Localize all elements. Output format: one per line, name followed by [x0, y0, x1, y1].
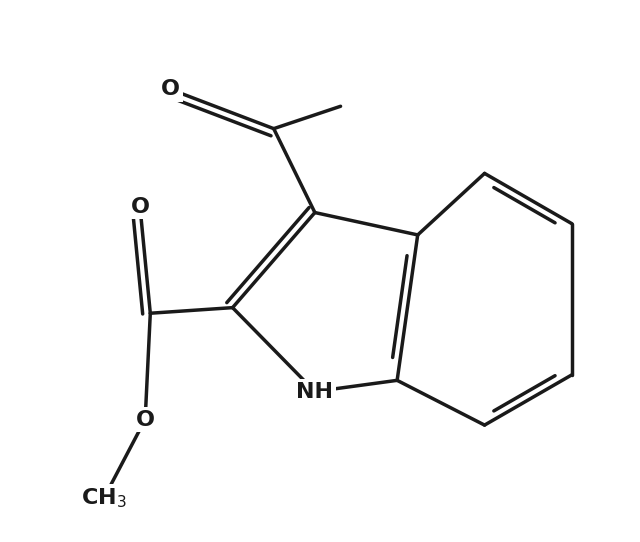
Text: O: O [136, 410, 155, 429]
Text: O: O [161, 80, 180, 100]
Text: NH: NH [296, 382, 333, 402]
Text: O: O [131, 197, 150, 217]
Text: CH$_3$: CH$_3$ [81, 486, 127, 509]
